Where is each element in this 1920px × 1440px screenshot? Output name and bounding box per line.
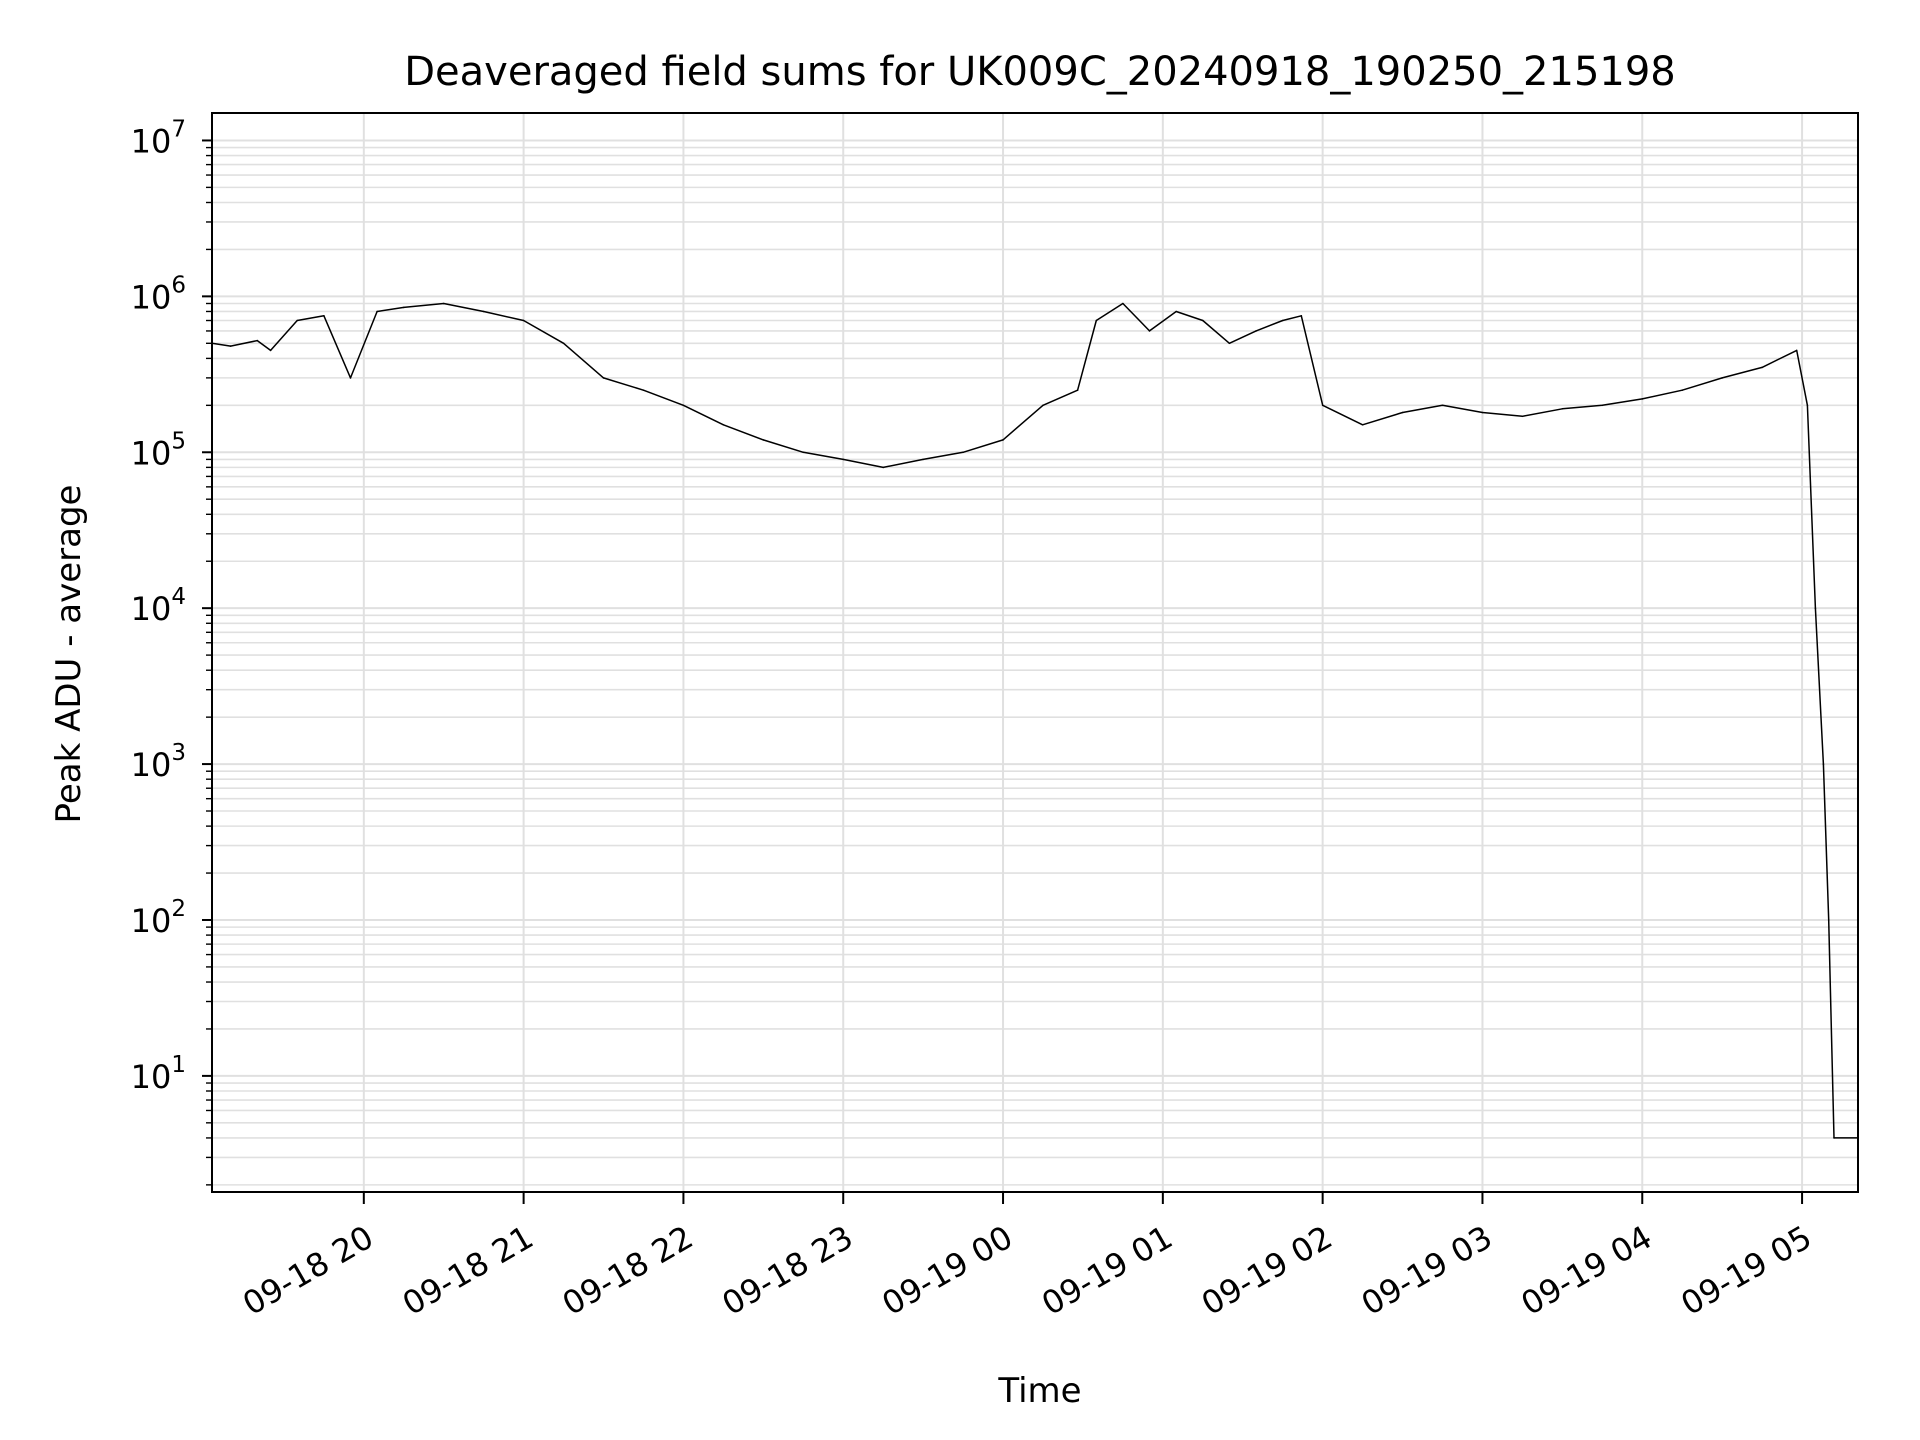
data-point — [296, 319, 299, 322]
data-point — [1175, 310, 1177, 313]
y-tick-label: 101 — [131, 1052, 186, 1096]
data-point — [1002, 439, 1004, 441]
data-point — [1833, 1137, 1835, 1139]
grid-lines — [212, 113, 1858, 1192]
data-point — [1042, 404, 1044, 407]
series-layer — [211, 302, 1859, 1139]
data-point — [802, 451, 805, 454]
data-point — [442, 302, 445, 305]
data-point — [682, 404, 685, 407]
data-point — [1601, 404, 1604, 407]
y-tick-label: 105 — [131, 428, 186, 472]
y-tick-label: 102 — [131, 896, 186, 940]
data-point — [602, 377, 605, 379]
x-axis: 09-18 20 09-18 21 09-18 22 09-18 23 09-19 00… — [236, 1192, 1818, 1323]
data-point — [1148, 330, 1151, 332]
data-point — [562, 342, 565, 345]
x-tick-label: 09-19 00 — [875, 1218, 1019, 1323]
data-point — [1806, 404, 1809, 407]
data-point — [842, 458, 844, 461]
data-point — [722, 424, 725, 426]
data-point — [1441, 404, 1444, 407]
x-tick-label: 09-19 05 — [1674, 1218, 1818, 1323]
data-point — [1721, 377, 1723, 379]
y-tick-label: 104 — [131, 584, 186, 628]
data-point — [1255, 330, 1257, 332]
data-point — [1481, 411, 1484, 414]
data-point — [1641, 398, 1644, 400]
data-point — [522, 319, 525, 322]
data-point — [1761, 366, 1763, 369]
x-tick-label: 09-19 02 — [1195, 1218, 1339, 1323]
data-point — [323, 315, 325, 317]
data-point — [1521, 415, 1524, 418]
data-point — [1361, 424, 1364, 426]
data-point — [1681, 389, 1683, 392]
data-point — [403, 306, 405, 309]
data-point — [269, 349, 272, 352]
data-point — [1561, 408, 1564, 410]
data-point — [1122, 302, 1124, 305]
y-tick-label: 107 — [131, 116, 186, 160]
y-axis-label: Peak ADU - average — [49, 485, 89, 824]
x-tick-label: 09-18 22 — [556, 1218, 700, 1323]
x-tick-label: 09-19 01 — [1035, 1218, 1179, 1323]
data-point — [349, 377, 352, 379]
data-point — [882, 466, 884, 469]
data-point — [1281, 319, 1284, 322]
data-point — [256, 339, 259, 342]
x-tick-label: 09-18 23 — [716, 1218, 860, 1323]
y-tick-label: 106 — [131, 272, 186, 316]
data-point — [762, 439, 765, 441]
data-point — [482, 310, 485, 313]
y-tick-label: 103 — [131, 740, 186, 784]
x-tick-label: 09-18 20 — [236, 1218, 380, 1323]
data-point — [1401, 411, 1404, 414]
data-point — [1228, 342, 1231, 345]
data-point — [642, 389, 645, 392]
data-point — [1321, 404, 1324, 407]
data-point — [962, 451, 964, 454]
data-point — [1202, 319, 1204, 322]
series-line — [211, 302, 1858, 1139]
plot-frame — [211, 112, 1859, 1193]
data-point — [1814, 607, 1817, 609]
data-point — [922, 458, 924, 461]
data-point — [1076, 389, 1079, 392]
x-tick-label: 09-19 04 — [1515, 1218, 1659, 1323]
data-point — [1795, 349, 1798, 352]
data-point — [1095, 319, 1098, 322]
y-axis: 101 102 103 104 105 106 107 — [131, 116, 212, 1186]
data-point — [229, 345, 232, 347]
x-tick-label: 09-18 21 — [396, 1218, 540, 1323]
data-point — [1822, 763, 1825, 765]
x-axis-label: Time — [997, 1371, 1081, 1411]
data-point — [1827, 919, 1830, 921]
data-point — [1300, 315, 1303, 317]
data-point — [376, 310, 378, 313]
chart-title: Deaveraged field sums for UK009C_2024091… — [404, 49, 1675, 95]
x-tick-label: 09-19 03 — [1355, 1218, 1499, 1323]
